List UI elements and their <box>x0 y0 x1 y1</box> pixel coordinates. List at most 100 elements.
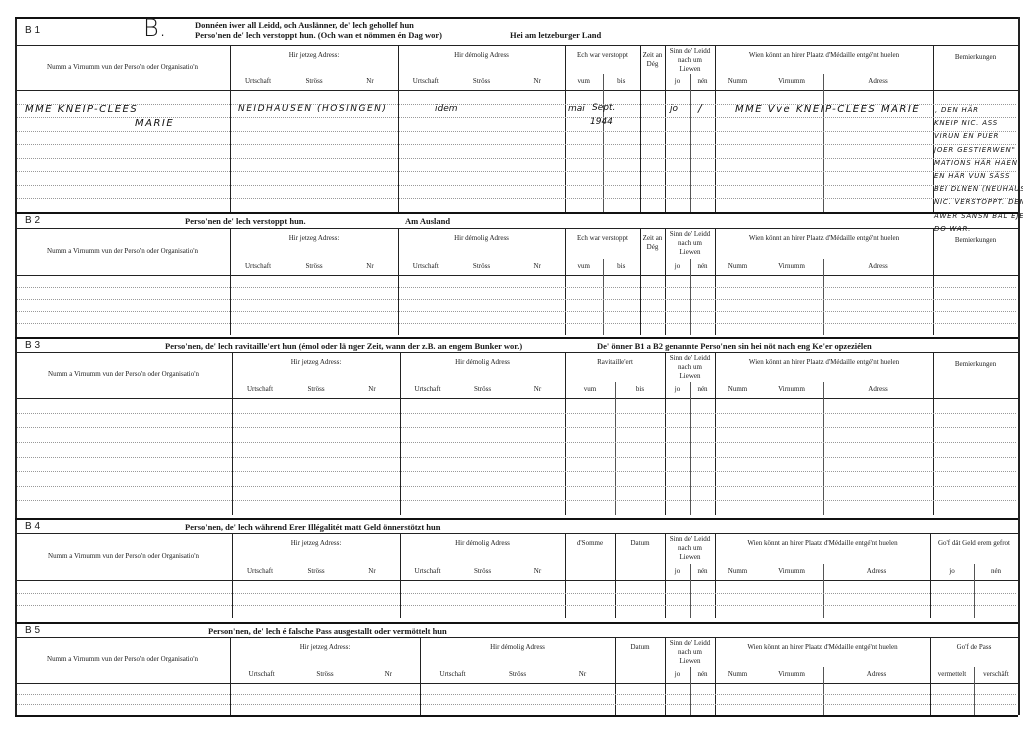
column-divider <box>930 637 931 715</box>
section-title-line1: Donnéen iwer all Leidd, och Auslänner, d… <box>195 20 414 30</box>
section-title: Perso'nen, de' lech ravitaille'ert hun (… <box>165 341 523 351</box>
column-divider <box>230 637 231 715</box>
entry-row-line <box>17 593 1016 594</box>
column-divider <box>230 228 231 335</box>
subheader-former-address: Urtschaft <box>414 385 441 393</box>
remark-line[interactable]: EN HÄR VUN SÄSS <box>934 172 1011 180</box>
subheader-former-address: Nr <box>533 385 542 393</box>
subheader-medal-recipient: Numm <box>727 567 748 575</box>
entry-hidden-from[interactable]: mai <box>568 104 585 114</box>
header-last-col: Go'f de Pass <box>956 643 992 651</box>
subcolumn-divider <box>602 259 604 335</box>
subheader-medal-recipient: Numm <box>727 385 748 393</box>
subheader-last-col: verschäft <box>983 670 1009 678</box>
header-name: Numm a Virnumm vun der Perso'n oder Orga… <box>47 655 198 663</box>
entry-former-address[interactable]: idem <box>435 104 458 114</box>
column-divider <box>665 637 666 715</box>
subheader-current-address: Ströss <box>305 262 323 270</box>
column-divider <box>640 45 641 212</box>
entry-first-name[interactable]: MARIE <box>135 118 175 129</box>
entry-medal-recipient[interactable]: MME Vve KNEIP-CLEES MARIE <box>735 104 921 115</box>
column-divider <box>715 637 716 715</box>
column-divider <box>715 228 716 335</box>
remark-line[interactable]: BEI DLNEN (NEUHAUS) <box>934 185 1023 194</box>
remark-line[interactable]: AWER SANSN BAL EJER <box>934 211 1023 220</box>
header-current-address: Hir jetzeg Adress: <box>290 539 342 547</box>
remark-line[interactable]: DO WAR. <box>934 224 972 233</box>
header-remarks: Bemierkungen <box>954 360 997 368</box>
header-col-1: Datum <box>630 539 650 547</box>
subheader-current-address: Ströss <box>316 670 334 678</box>
subcolumn-divider <box>974 667 975 715</box>
entry-row-line <box>17 117 1016 118</box>
entry-row-line <box>17 694 1016 695</box>
subcolumn-divider <box>823 259 824 335</box>
column-divider <box>565 533 566 618</box>
column-divider <box>640 228 641 335</box>
subheader-last-col: jo <box>949 567 955 575</box>
column-divider <box>715 45 716 212</box>
section-top-rule <box>15 518 1018 520</box>
column-divider <box>930 533 931 618</box>
subheader-col-0: vum <box>583 385 597 393</box>
header-remarks: Bemierkungen <box>954 236 997 244</box>
header-survived: Sinn de' Leidd nach um Liewen <box>669 354 711 380</box>
subcolumn-divider <box>823 667 824 715</box>
section-top-rule <box>15 337 1018 339</box>
entry-name[interactable]: MME KNEIP-CLEES <box>25 104 139 115</box>
remark-line[interactable]: VIRUN EN PUER <box>934 132 1000 141</box>
subheader-former-address: Nr <box>578 670 587 678</box>
subheader-current-address: Nr <box>366 262 374 270</box>
column-divider <box>615 637 616 715</box>
subheader-current-address: Nr <box>384 670 393 678</box>
entry-row-line <box>17 287 1016 288</box>
subheader-current-address: Urtschaft <box>246 567 274 575</box>
remark-line[interactable]: , DEN HÄR <box>935 106 979 114</box>
header-bottom-rule <box>15 90 1018 91</box>
subheader-medal-recipient: Virnumm <box>778 385 805 393</box>
header-name: Numm a Virnumm vun der Perso'n oder Orga… <box>48 551 199 560</box>
subheader-current-address: Nr <box>368 567 376 575</box>
column-divider <box>230 45 231 212</box>
subheader-former-address: Urtschaft <box>412 262 439 270</box>
entry-row-line <box>17 131 1016 132</box>
column-divider <box>565 352 566 515</box>
header-medal-recipient: Wien könnt an hirer Plaatz d'Médaille en… <box>748 51 900 59</box>
header-survived: Sinn de' Leidd nach um Liewen <box>669 230 711 256</box>
section-title-rule <box>15 533 1018 534</box>
subcolumn-divider <box>690 74 691 212</box>
subheader-current-address: Nr <box>368 385 376 393</box>
column-divider <box>420 637 421 715</box>
remark-line[interactable]: KNEIP NIC. ASS <box>934 119 999 128</box>
subcolumn-divider <box>823 382 824 515</box>
section-top-rule <box>15 17 1018 19</box>
subheader-current-address: Urtschaft <box>244 262 272 270</box>
entry-hidden-until[interactable]: Sept. <box>592 103 616 113</box>
header-medal-recipient: Wien könnt an hirer Plaatz d'Médaille en… <box>748 358 900 366</box>
entry-survived-yes[interactable]: jo <box>670 104 679 114</box>
section-code: B 5 <box>25 625 41 636</box>
header-bottom-rule <box>15 580 1018 581</box>
subheader-medal-recipient: Virnumm <box>778 77 805 85</box>
entry-survived-no[interactable]: / <box>698 102 704 115</box>
remark-line[interactable]: JOER GESTIERWEN" <box>934 145 1016 154</box>
subheader-survived: nén <box>697 385 708 393</box>
subheader-medal-recipient: Adress <box>866 670 887 678</box>
header-col-1: Zeit an Dég <box>642 51 663 68</box>
column-divider <box>715 352 716 515</box>
subheader-medal-recipient: Adress <box>868 385 888 393</box>
subheader-former-address: Ströss <box>508 670 527 678</box>
header-current-address: Hir jetzeg Adress: <box>288 51 340 59</box>
remark-line[interactable]: NIC. VERSTOPPT. DEN <box>934 198 1023 207</box>
section-code: B 1 <box>25 25 41 36</box>
remark-line[interactable]: MATIONS HÄR HAEN <box>934 158 1018 167</box>
section-top-rule <box>15 212 1018 214</box>
header-name: Numm a Virnumm vun der Perso'n oder Orga… <box>48 370 199 378</box>
subheader-former-address: Ströss <box>472 77 491 85</box>
entry-current-address[interactable]: NEIDHAUSEN (HOSINGEN) <box>238 104 388 114</box>
subcolumn-divider <box>602 74 604 212</box>
subcolumn-divider <box>974 564 975 618</box>
entry-row-line <box>17 104 1016 105</box>
entry-hidden-until-year[interactable]: 1944 <box>590 117 613 127</box>
column-divider <box>933 352 934 515</box>
